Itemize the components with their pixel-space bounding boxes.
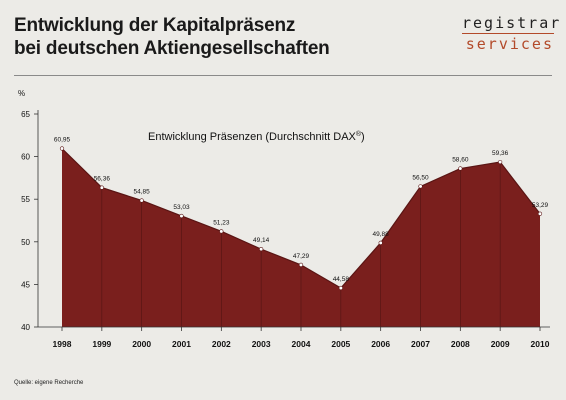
data-label: 58,60 — [452, 157, 469, 164]
registrar-services-logo: registrar services — [462, 14, 562, 53]
x-tick-label: 2005 — [331, 339, 350, 349]
chart-title-main: Entwicklung Präsenzen (Durchschnitt DAX — [148, 131, 357, 143]
x-tick-label: 1999 — [92, 339, 111, 349]
data-point — [99, 185, 104, 190]
data-label: 51,23 — [213, 219, 230, 226]
data-point — [537, 211, 543, 216]
data-point — [418, 184, 423, 189]
x-tick-label: 2002 — [212, 339, 231, 349]
x-tick-label: 1998 — [53, 339, 72, 349]
data-label: 56,36 — [94, 176, 111, 183]
logo-bottom-text: services — [465, 35, 554, 53]
x-tick-label: 2001 — [172, 339, 191, 349]
data-point — [179, 213, 184, 219]
x-tick-label: 2004 — [292, 339, 311, 349]
source-note: Quelle: eigene Recherche — [14, 380, 84, 386]
data-point — [378, 240, 383, 245]
y-tick-label: 55 — [21, 195, 30, 204]
data-label: 53,29 — [532, 202, 549, 209]
data-point — [259, 247, 264, 252]
logo-divider — [462, 33, 554, 34]
y-tick-label: 50 — [21, 238, 30, 247]
x-tick-label: 2009 — [491, 339, 510, 349]
y-tick-label: 45 — [21, 280, 30, 289]
x-tick-label: 2000 — [132, 339, 151, 349]
x-tick-label: 2007 — [411, 339, 430, 349]
y-axis-unit: % — [18, 89, 25, 98]
data-point — [298, 262, 304, 267]
data-label: 53,03 — [173, 204, 190, 211]
data-label: 60,95 — [54, 137, 71, 144]
data-point — [219, 229, 224, 234]
x-tick-label: 2006 — [371, 339, 390, 349]
data-point — [458, 166, 463, 171]
data-label: 54,85 — [134, 188, 151, 195]
data-point — [59, 146, 65, 151]
x-tick-label: 2003 — [252, 339, 271, 349]
logo-top-text: registrar — [462, 14, 562, 32]
data-point — [338, 285, 343, 291]
x-tick-label: 2008 — [451, 339, 470, 349]
data-label: 44,58 — [333, 276, 350, 283]
data-label: 59,36 — [492, 150, 509, 157]
y-tick-label: 60 — [21, 153, 30, 162]
data-point — [498, 159, 503, 165]
data-point — [139, 198, 144, 203]
data-label: 49,14 — [253, 237, 270, 244]
data-label: 47,29 — [293, 253, 310, 260]
header-divider — [14, 75, 552, 76]
y-tick-label: 65 — [21, 110, 30, 119]
title-line-2: bei deutschen Aktiengesellschaften — [14, 38, 330, 59]
x-tick-label: 2010 — [531, 339, 550, 349]
data-label: 56,50 — [412, 174, 429, 181]
data-label: 49,88 — [373, 231, 390, 238]
y-tick-label: 40 — [21, 323, 30, 332]
chart-title-superscript: ® — [356, 130, 362, 138]
page-title: Entwicklung der Kapitalpräsenz bei deuts… — [14, 14, 330, 60]
chart-title: Entwicklung Präsenzen (Durchschnitt DAX®… — [148, 130, 365, 143]
title-line-1: Entwicklung der Kapitalpräsenz — [14, 15, 296, 36]
chart-title-close: ) — [361, 131, 365, 143]
